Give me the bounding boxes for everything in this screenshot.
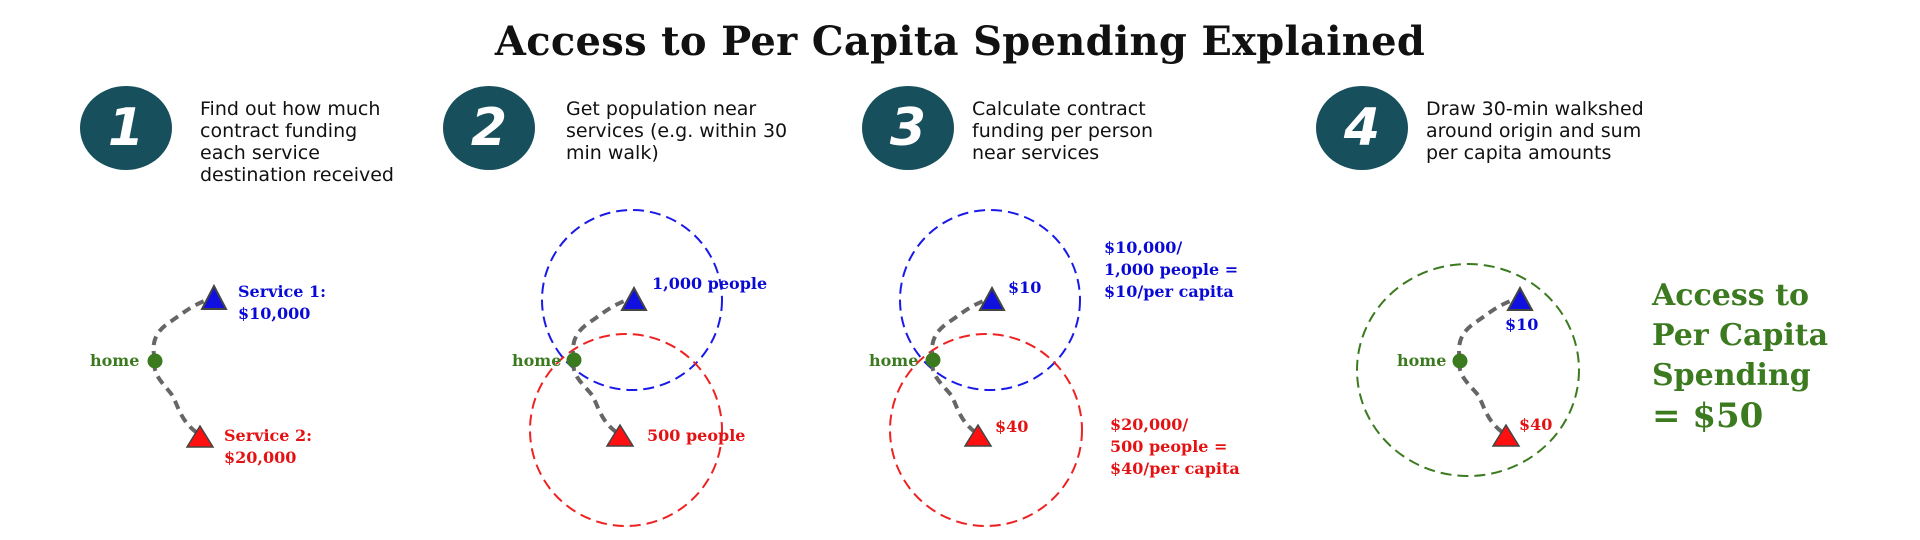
- service-2-funding: $20,000: [224, 448, 297, 467]
- service-1-per-capita-label: $10: [1008, 278, 1042, 297]
- service-1-triangle-icon: [200, 283, 228, 310]
- home-label: home: [90, 351, 140, 370]
- service-1-label: Service 1: $10,000: [238, 281, 326, 325]
- panel-2-graphic: [529, 209, 723, 527]
- home-dot-icon: [1452, 353, 1468, 369]
- service-1-funding: $10,000: [238, 304, 311, 323]
- panel-3-graphic: [889, 209, 1083, 527]
- calc-line: $20,000/: [1110, 415, 1189, 434]
- step-2-text: Get population near services (e.g. withi…: [566, 98, 788, 164]
- walkshed-circle-service-2: [889, 333, 1083, 527]
- service-2-label: Service 2: $20,000: [224, 425, 312, 469]
- result-line: Per Capita: [1652, 318, 1829, 353]
- walk-path-service-2: [930, 361, 977, 434]
- service-1-triangle-icon: [620, 285, 648, 311]
- calc-line: 1,000 people =: [1104, 260, 1239, 279]
- walk-path-service-1: [1457, 296, 1519, 361]
- step-4-text: Draw 30-min walkshed around origin and s…: [1426, 98, 1644, 164]
- panel-4-graphic: [1356, 263, 1580, 477]
- result-line: Spending: [1652, 358, 1811, 393]
- walkshed-circle-service-2: [529, 333, 723, 527]
- calc-line: $40/per capita: [1110, 459, 1240, 478]
- diagram-title: Access to Per Capita Spending Explained: [494, 18, 1426, 65]
- service-2-name: Service 2:: [224, 426, 313, 445]
- walkshed-circle-origin: [1356, 263, 1580, 477]
- step-3-text: Calculate contract funding per person ne…: [972, 98, 1153, 164]
- calc-line: $10/per capita: [1104, 282, 1234, 301]
- service-1-population-label: 1,000 people: [652, 274, 768, 293]
- walk-path-service-1: [930, 296, 992, 361]
- result-total: Access to Per Capita Spending = $50: [1652, 276, 1828, 436]
- step-2-number: 2: [443, 86, 535, 170]
- service-2-triangle-icon: [963, 423, 993, 447]
- home-label: home: [1397, 351, 1447, 370]
- service-1-per-capita-label: $10: [1505, 315, 1539, 334]
- walkshed-circle-service-1: [541, 209, 723, 391]
- result-line: Access to: [1652, 278, 1809, 313]
- result-value: = $50: [1652, 396, 1764, 436]
- calc-line: 500 people =: [1110, 437, 1228, 456]
- home-dot-icon: [925, 352, 941, 368]
- walk-path-service-2: [152, 361, 198, 434]
- step-3-number: 3: [862, 86, 954, 170]
- service-2-per-capita-label: $40: [1519, 415, 1553, 434]
- service-2-per-capita-label: $40: [995, 417, 1029, 436]
- service-2-population-label: 500 people: [647, 426, 746, 445]
- walkshed-circle-service-1: [899, 209, 1081, 391]
- walk-path-service-1: [151, 296, 213, 361]
- service-1-calculation: $10,000/ 1,000 people = $10/per capita: [1104, 237, 1238, 303]
- service-2-triangle-icon: [1491, 423, 1521, 447]
- home-label: home: [512, 351, 562, 370]
- calc-line: $10,000/: [1104, 238, 1183, 257]
- walk-path-service-1: [571, 296, 633, 361]
- service-1-triangle-icon: [978, 285, 1006, 311]
- service-1-name: Service 1:: [238, 282, 327, 301]
- service-2-triangle-icon: [605, 423, 635, 447]
- service-2-triangle-icon: [185, 424, 215, 448]
- step-4-number: 4: [1316, 86, 1408, 170]
- step-1-number: 1: [80, 86, 172, 170]
- home-dot-icon: [566, 352, 582, 368]
- panel-1-graphic: [147, 283, 228, 448]
- walk-path-service-2: [1457, 361, 1504, 434]
- home-label: home: [869, 351, 919, 370]
- step-1-text: Find out how much contract funding each …: [200, 98, 394, 186]
- service-2-calculation: $20,000/ 500 people = $40/per capita: [1110, 414, 1240, 480]
- home-dot-icon: [147, 353, 163, 369]
- service-1-triangle-icon: [1506, 285, 1534, 311]
- walk-path-service-2: [571, 361, 618, 434]
